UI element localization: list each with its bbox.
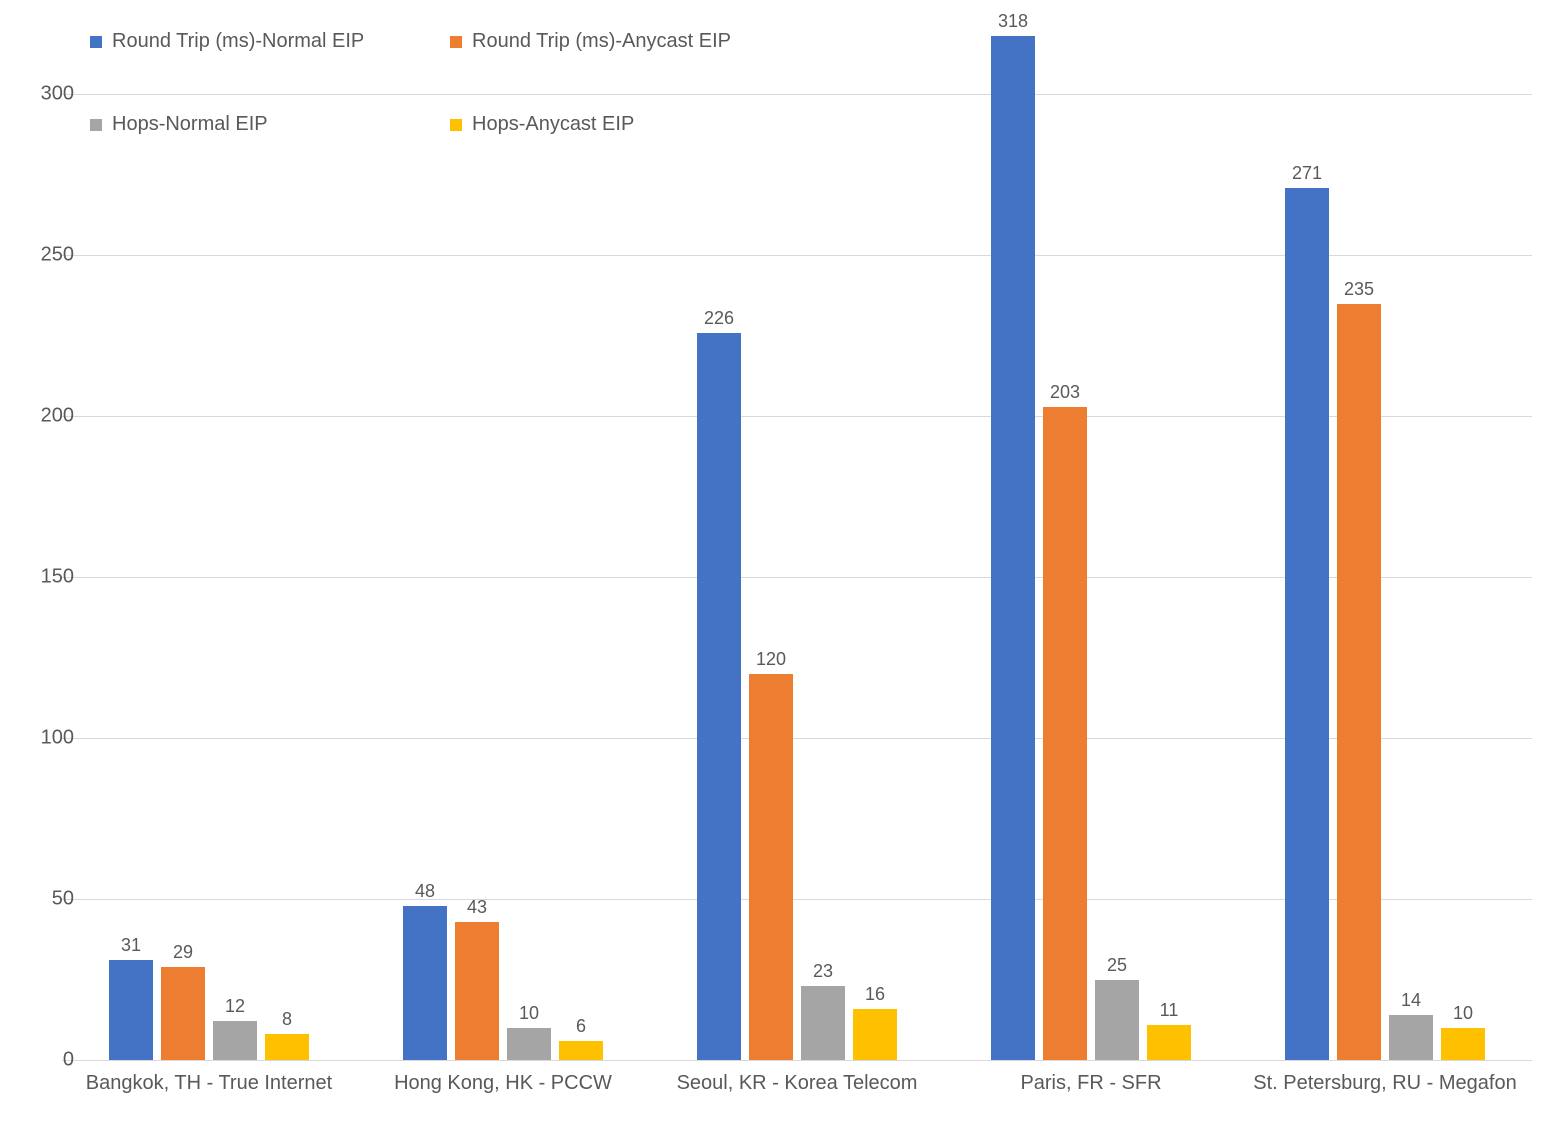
bar-value-label: 318 (998, 11, 1028, 32)
bar-group: 3182032511 (944, 30, 1238, 1060)
bar-value-label: 226 (704, 308, 734, 329)
bar: 12 (213, 996, 257, 1060)
bar-group: 31 29 12 8 (62, 30, 356, 1060)
bar-group: 271 235 14 10 (1238, 30, 1532, 1060)
bar-value-label: 48 (415, 881, 435, 902)
bar-rect (1043, 407, 1087, 1060)
y-tick-label: 100 (14, 727, 74, 750)
bar-chart: Round Trip (ms)-Normal EIP Round Trip (m… (0, 0, 1552, 1135)
bar: 11 (1147, 1000, 1191, 1060)
bar-value-label: 8 (282, 1009, 292, 1030)
bar-groups: 3129128484310622612023163182032511271235… (62, 30, 1532, 1060)
bar-rect (749, 674, 793, 1060)
bar-rect (1147, 1025, 1191, 1060)
x-tick-label: Hong Kong, HK - PCCW (356, 1066, 650, 1095)
bar-value-label: 14 (1401, 990, 1421, 1011)
bar-rect (853, 1009, 897, 1061)
bar-rect (507, 1028, 551, 1060)
bar-value-label: 31 (121, 935, 141, 956)
bar-value-label: 235 (1344, 279, 1374, 300)
bar: 25 (1095, 955, 1139, 1060)
bars-row: 271 235 14 10 (1238, 30, 1532, 1060)
bar: 318 (991, 11, 1035, 1060)
bar-rect (991, 36, 1035, 1060)
bar-rect (213, 1021, 257, 1060)
y-tick-label: 0 (14, 1049, 74, 1072)
y-tick-label: 200 (14, 405, 74, 428)
bar: 14 (1389, 990, 1433, 1060)
bar-value-label: 203 (1050, 382, 1080, 403)
bar: 16 (853, 984, 897, 1061)
bar-rect (1095, 980, 1139, 1060)
bar-rect (1389, 1015, 1433, 1060)
bar-value-label: 29 (173, 942, 193, 963)
bar: 10 (507, 1003, 551, 1060)
bar: 8 (265, 1009, 309, 1060)
bar-value-label: 6 (576, 1016, 586, 1037)
bar-value-label: 10 (519, 1003, 539, 1024)
bar: 235 (1337, 279, 1381, 1060)
bar-rect (801, 986, 845, 1060)
bar-group: 48 43 10 6 (356, 30, 650, 1060)
bars-row: 226 120 23 16 (650, 30, 944, 1060)
bar-value-label: 120 (756, 649, 786, 670)
bars-row: 31 29 12 8 (62, 30, 356, 1060)
y-tick-label: 250 (14, 244, 74, 267)
bar-rect (559, 1041, 603, 1060)
bar: 271 (1285, 163, 1329, 1060)
x-tick-label: Paris, FR - SFR (944, 1066, 1238, 1095)
bar-value-label: 271 (1292, 163, 1322, 184)
bar: 10 (1441, 1003, 1485, 1060)
bar-rect (161, 967, 205, 1060)
bar: 226 (697, 308, 741, 1060)
y-tick-label: 300 (14, 83, 74, 106)
bar: 6 (559, 1016, 603, 1060)
bar: 203 (1043, 382, 1087, 1060)
bar-rect (109, 960, 153, 1060)
y-tick-label: 50 (14, 888, 74, 911)
bar-rect (697, 333, 741, 1060)
x-axis: Bangkok, TH - True InternetHong Kong, HK… (62, 1066, 1532, 1095)
bar-value-label: 43 (467, 897, 487, 918)
bar-rect (265, 1034, 309, 1060)
bars-row: 3182032511 (944, 30, 1238, 1060)
bar: 23 (801, 961, 845, 1060)
bar-rect (1285, 188, 1329, 1060)
x-tick-label: St. Petersburg, RU - Megafon (1238, 1066, 1532, 1095)
bar-value-label: 16 (865, 984, 885, 1005)
bar-value-label: 10 (1453, 1003, 1473, 1024)
bar-value-label: 23 (813, 961, 833, 982)
bar-group: 226 120 23 16 (650, 30, 944, 1060)
x-tick-label: Seoul, KR - Korea Telecom (650, 1066, 944, 1095)
bar: 120 (749, 649, 793, 1060)
bar: 48 (403, 881, 447, 1061)
bar: 31 (109, 935, 153, 1060)
bar: 43 (455, 897, 499, 1060)
bars-row: 48 43 10 6 (356, 30, 650, 1060)
bar-rect (403, 906, 447, 1061)
bar-rect (455, 922, 499, 1060)
y-tick-label: 150 (14, 566, 74, 589)
x-tick-label: Bangkok, TH - True Internet (62, 1066, 356, 1095)
bar-value-label: 25 (1107, 955, 1127, 976)
bar-rect (1337, 304, 1381, 1060)
bar-value-label: 11 (1160, 1000, 1179, 1021)
plot-area: 3129128484310622612023163182032511271235… (62, 30, 1532, 1061)
bar-value-label: 12 (225, 996, 245, 1017)
bar-rect (1441, 1028, 1485, 1060)
bar: 29 (161, 942, 205, 1060)
